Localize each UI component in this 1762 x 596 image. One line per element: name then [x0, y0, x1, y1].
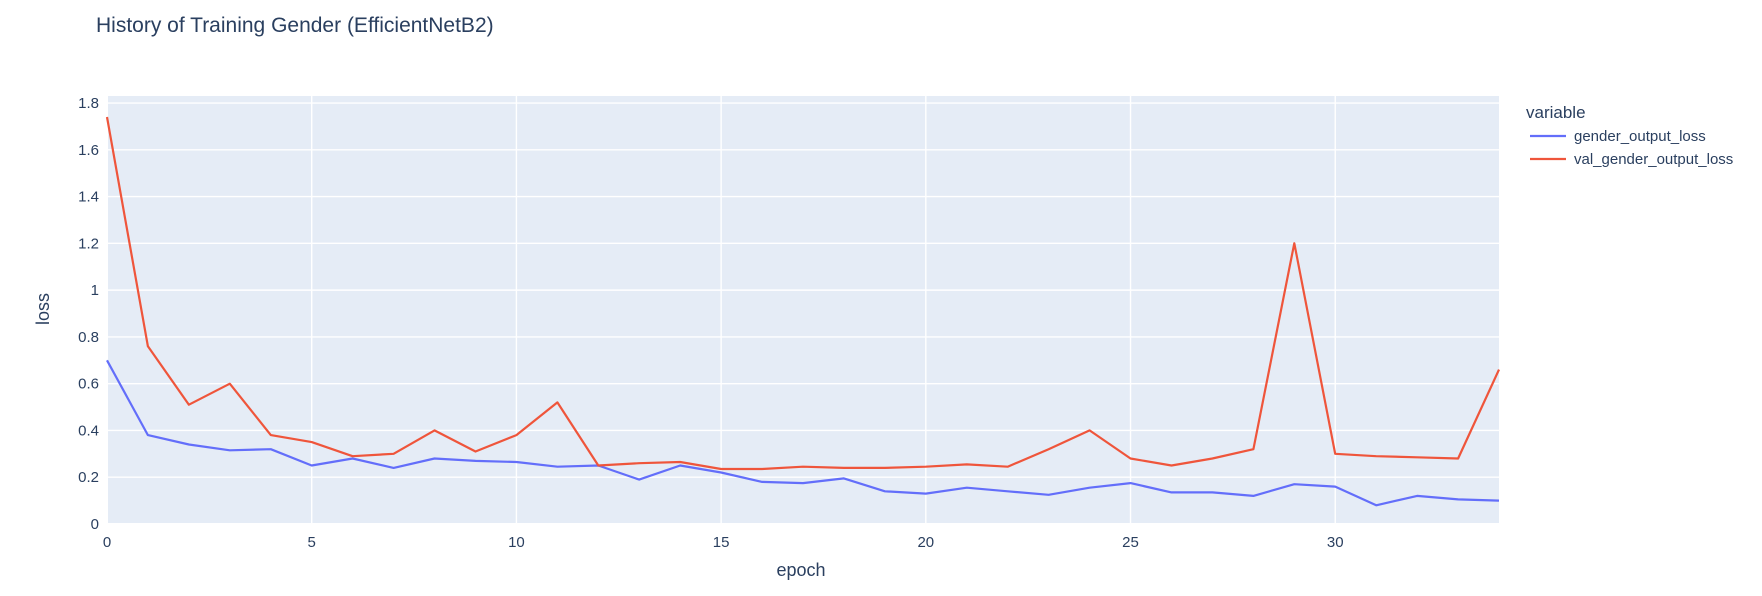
- y-tick-label: 0: [91, 516, 99, 533]
- series-line-gender-output-loss[interactable]: [106, 359, 1500, 507]
- x-tick-label: 10: [508, 534, 525, 551]
- y-axis-ticks: 0 0.2 0.4 0.6 0.8 1 1.2 1.4 1.6 1.8: [78, 95, 99, 533]
- y-tick-label: 0.8: [78, 329, 99, 346]
- x-axis-ticks: 0 5 10 15 20 25 30: [103, 534, 1344, 551]
- y-axis-title: loss: [33, 293, 53, 325]
- series-lines: [105, 116, 1500, 507]
- x-tick-label: 15: [713, 534, 730, 551]
- plot-area: [107, 96, 1499, 524]
- x-tick-label: 20: [917, 534, 934, 551]
- y-tick-label: 1.6: [78, 142, 99, 159]
- x-axis-title: epoch: [776, 560, 825, 580]
- y-tick-label: 0.6: [78, 376, 99, 393]
- x-tick-label: 0: [103, 534, 111, 551]
- legend: variable gender_output_loss val_gender_o…: [1526, 103, 1733, 168]
- chart-title: History of Training Gender (EfficientNet…: [96, 14, 494, 37]
- y-tick-label: 1.2: [78, 235, 99, 252]
- y-tick-label: 1.8: [78, 95, 99, 112]
- x-tick-label: 5: [308, 534, 316, 551]
- legend-item-val-gender-output-loss[interactable]: val_gender_output_loss: [1530, 151, 1733, 168]
- legend-label-gender-output-loss: gender_output_loss: [1574, 128, 1706, 145]
- legend-title: variable: [1526, 103, 1586, 122]
- legend-item-gender-output-loss[interactable]: gender_output_loss: [1530, 128, 1706, 145]
- x-tick-label: 25: [1122, 534, 1139, 551]
- legend-label-val-gender-output-loss: val_gender_output_loss: [1574, 151, 1733, 168]
- grid: [106, 96, 1499, 525]
- y-tick-label: 0.4: [78, 422, 99, 439]
- y-tick-label: 1.4: [78, 189, 99, 206]
- series-line-val-gender-output-loss[interactable]: [105, 116, 1500, 471]
- x-tick-label: 30: [1327, 534, 1344, 551]
- y-tick-label: 1: [91, 282, 99, 299]
- y-tick-label: 0.2: [78, 469, 99, 486]
